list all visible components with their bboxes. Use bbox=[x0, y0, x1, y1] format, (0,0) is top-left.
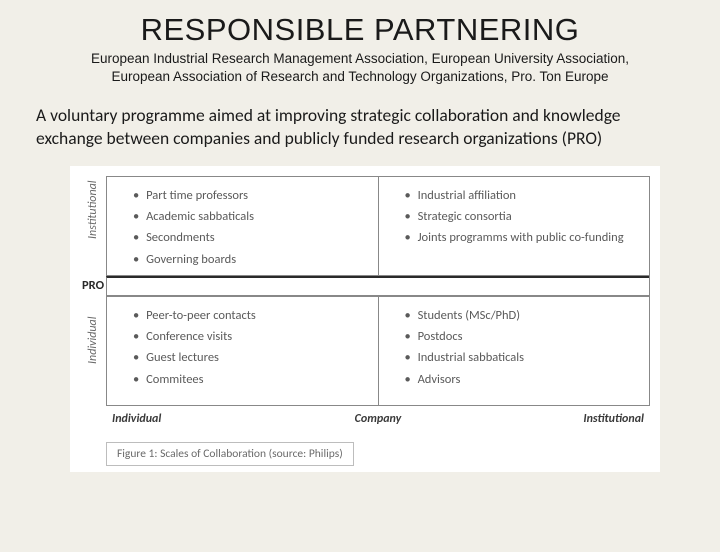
list-item: Part time professors bbox=[133, 185, 370, 206]
list-item: Secondments bbox=[133, 227, 370, 248]
page-title: RESPONSIBLE PARTNERING bbox=[0, 12, 720, 48]
subtitle-line-2: European Association of Research and Tec… bbox=[111, 69, 608, 84]
list-item: Strategic consortia bbox=[405, 206, 642, 227]
x-axis-left-label: Individual bbox=[106, 412, 289, 426]
collaboration-figure: Institutional PRO Individual Part time p… bbox=[70, 166, 660, 472]
list-item: Industrial sabbaticals bbox=[405, 347, 642, 368]
figure-caption: Figure 1: Scales of Collaboration (sourc… bbox=[106, 442, 354, 466]
y-axis: Institutional PRO Individual bbox=[80, 176, 106, 406]
x-axis-center-label: Company bbox=[289, 412, 466, 426]
x-axis-right-label: Institutional bbox=[467, 412, 650, 426]
list-item: Postdocs bbox=[405, 326, 642, 347]
quadrant-top-right: Industrial affiliation Strategic consort… bbox=[378, 176, 650, 276]
quadrant-top-left: Part time professors Academic sabbatical… bbox=[106, 176, 378, 276]
description-paragraph: A voluntary programme aimed at improving… bbox=[36, 104, 684, 150]
quadrant-bottom-left: Peer-to-peer contacts Conference visits … bbox=[106, 296, 378, 406]
y-axis-mid-label: PRO bbox=[80, 278, 104, 293]
list-item: Advisors bbox=[405, 369, 642, 390]
list-item: Guest lectures bbox=[133, 347, 370, 368]
subtitle-line-1: European Industrial Research Management … bbox=[91, 51, 629, 66]
list-item: Commitees bbox=[133, 369, 370, 390]
quadrant-bottom-right: Students (MSc/PhD) Postdocs Industrial s… bbox=[378, 296, 650, 406]
list-item: Joints programms with public co-funding bbox=[405, 227, 642, 248]
list-item: Students (MSc/PhD) bbox=[405, 305, 642, 326]
y-axis-top-label: Institutional bbox=[86, 213, 100, 239]
list-item: Industrial affiliation bbox=[405, 185, 642, 206]
list-item: Conference visits bbox=[133, 326, 370, 347]
quadrant-grid: Part time professors Academic sabbatical… bbox=[106, 176, 650, 406]
list-item: Governing boards bbox=[133, 249, 370, 270]
x-axis: Individual Company Institutional bbox=[106, 412, 650, 426]
subtitle: European Industrial Research Management … bbox=[60, 50, 660, 86]
list-item: Peer-to-peer contacts bbox=[133, 305, 370, 326]
list-item: Academic sabbaticals bbox=[133, 206, 370, 227]
grid-mid-separator bbox=[106, 276, 649, 296]
y-axis-bottom-label: Individual bbox=[86, 338, 100, 364]
